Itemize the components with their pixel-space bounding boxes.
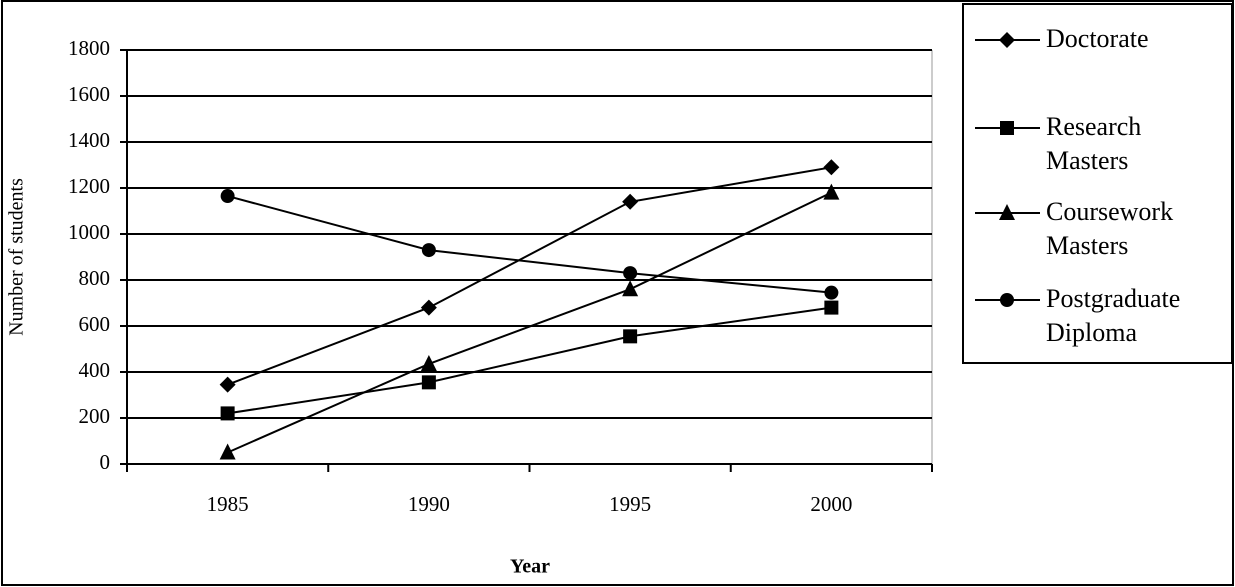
marker	[622, 280, 639, 297]
x-tick-label: 1995	[609, 492, 651, 516]
marker	[420, 354, 437, 371]
marker	[823, 159, 840, 176]
series-line	[227, 195, 832, 294]
marker	[420, 299, 437, 316]
marker	[622, 193, 639, 210]
y-axis-label: Number of students	[6, 178, 28, 336]
marker	[623, 329, 638, 344]
legend-label: Coursework Masters	[1046, 197, 1174, 260]
y-tick-label: 800	[79, 266, 111, 290]
marker	[421, 243, 436, 258]
marker	[220, 189, 235, 204]
y-tick-label: 600	[79, 312, 111, 336]
y-tick-label: 1400	[68, 128, 110, 152]
y-tick-label: 400	[79, 358, 111, 382]
legend-label: Doctorate	[1046, 24, 1149, 53]
legend-marker	[1000, 121, 1014, 135]
x-tick-label: 2000	[810, 492, 852, 516]
marker	[220, 406, 235, 421]
y-tick-label: 1000	[68, 220, 110, 244]
y-tick-label: 1800	[68, 36, 110, 60]
legend-marker	[999, 204, 1015, 220]
series-line	[227, 166, 832, 386]
series-line	[227, 306, 832, 415]
legend-marker	[999, 32, 1015, 48]
marker	[824, 300, 839, 315]
legend-frame	[962, 3, 1233, 364]
legend-marker	[1000, 293, 1014, 307]
series-line	[227, 191, 832, 454]
y-tick-label: 0	[100, 450, 111, 474]
y-tick-label: 1600	[68, 82, 110, 106]
marker	[623, 266, 638, 281]
marker	[421, 375, 436, 390]
x-tick-label: 1985	[207, 492, 249, 516]
marker	[824, 285, 839, 300]
x-tick-label: 1990	[408, 492, 450, 516]
y-tick-label: 200	[79, 404, 111, 428]
marker	[219, 376, 236, 393]
legend-label: Research Masters	[1046, 112, 1142, 175]
marker	[219, 443, 236, 460]
marker	[823, 183, 840, 200]
y-tick-label: 1200	[68, 174, 110, 198]
legend-label: Postgraduate Diploma	[1046, 284, 1181, 347]
x-axis-label: Year	[510, 556, 550, 578]
